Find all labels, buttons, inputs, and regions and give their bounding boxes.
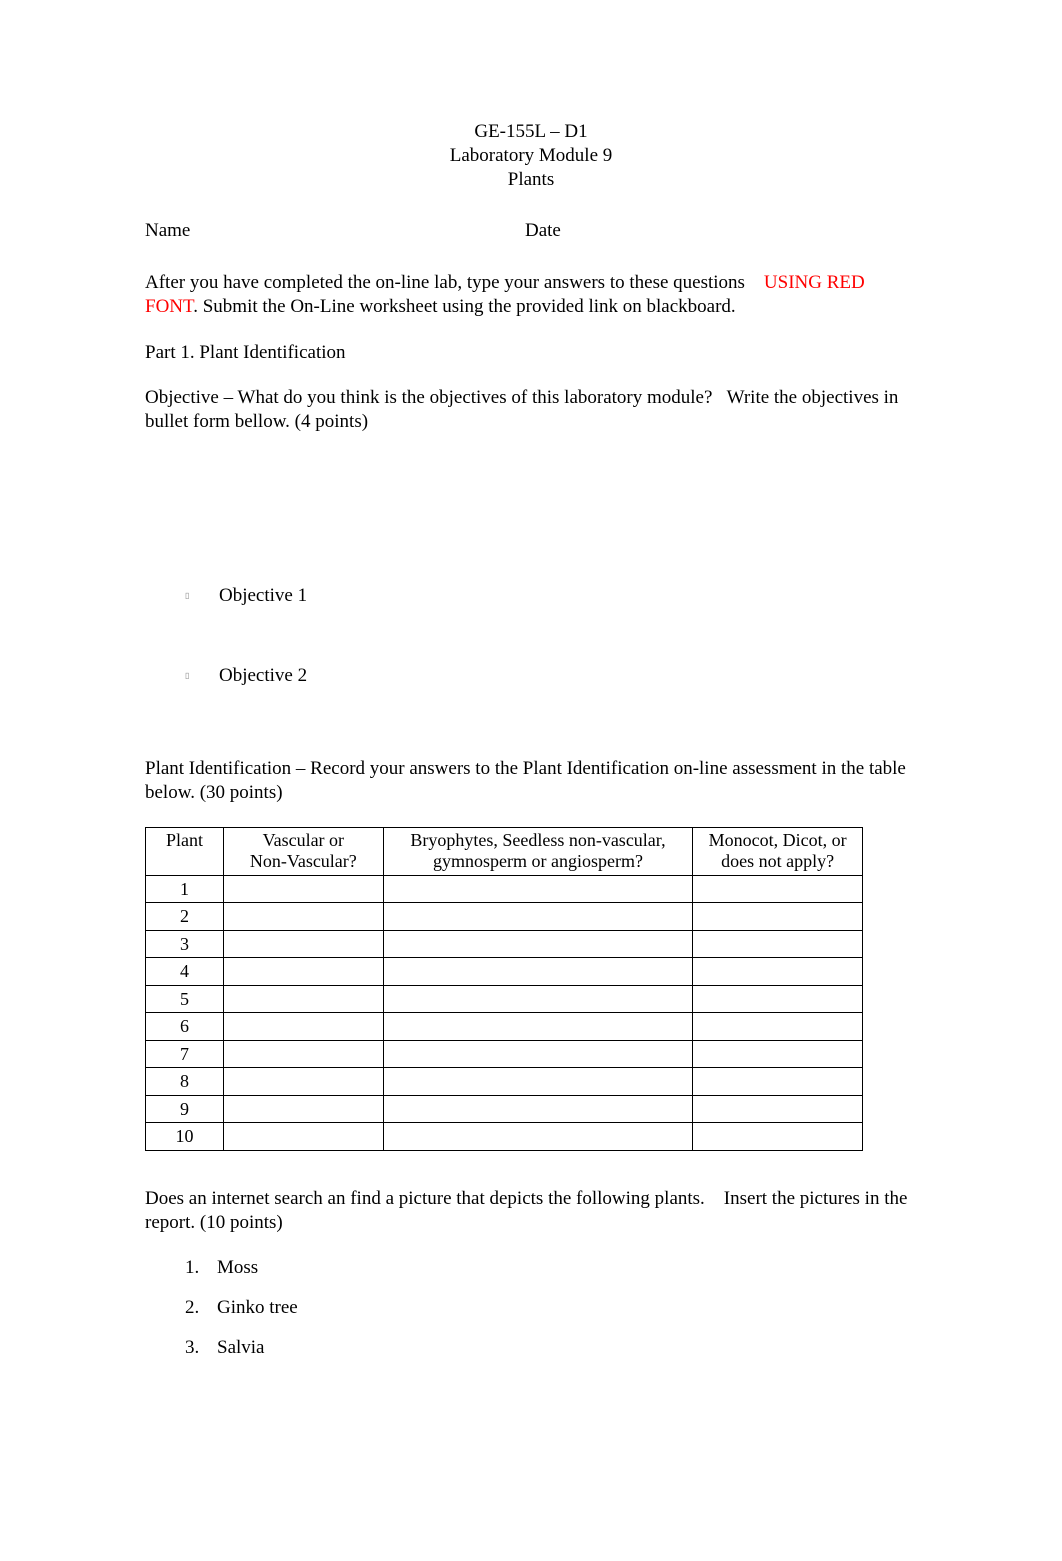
- list-name: Moss: [217, 1256, 258, 1280]
- plant-id-table-wrap: Plant Vascular or Non-Vascular? Bryophyt…: [145, 827, 917, 1151]
- list-num: 1.: [185, 1256, 217, 1280]
- document-header: GE-155L – D1 Laboratory Module 9 Plants: [145, 120, 917, 191]
- bullet-icon: ▯: [185, 591, 195, 601]
- cell-vascular: [223, 903, 383, 931]
- table-row: 4: [146, 958, 863, 986]
- cell-plant-num: 4: [146, 958, 224, 986]
- cell-bryophytes: [383, 1013, 692, 1041]
- cell-bryophytes: [383, 1123, 692, 1151]
- cell-monocot: [693, 875, 863, 903]
- cell-bryophytes: [383, 1068, 692, 1096]
- plant-id-table: Plant Vascular or Non-Vascular? Bryophyt…: [145, 827, 863, 1151]
- plant-list: 1. Moss 2. Ginko tree 3. Salvia: [185, 1256, 917, 1359]
- table-row: 6: [146, 1013, 863, 1041]
- bullet-objective-2: ▯ Objective 2: [185, 664, 917, 688]
- table-row: 8: [146, 1068, 863, 1096]
- table-row: 7: [146, 1040, 863, 1068]
- plant-id-paragraph: Plant Identification – Record your answe…: [145, 757, 917, 805]
- th-vascular-l1: Vascular or: [228, 830, 379, 852]
- cell-vascular: [223, 1068, 383, 1096]
- objectives-block: ▯ Objective 1 ▯ Objective 2: [145, 584, 917, 688]
- table-row: 3: [146, 930, 863, 958]
- table-body: 12345678910: [146, 875, 863, 1150]
- name-date-row: Name Date: [145, 219, 917, 243]
- table-row: 10: [146, 1123, 863, 1151]
- cell-bryophytes: [383, 903, 692, 931]
- cell-monocot: [693, 1095, 863, 1123]
- cell-vascular: [223, 1123, 383, 1151]
- cell-plant-num: 9: [146, 1095, 224, 1123]
- bullet-text: Objective 1: [219, 584, 307, 608]
- cell-monocot: [693, 985, 863, 1013]
- cell-vascular: [223, 875, 383, 903]
- cell-vascular: [223, 1013, 383, 1041]
- cell-plant-num: 2: [146, 903, 224, 931]
- th-vascular: Vascular or Non-Vascular?: [223, 827, 383, 875]
- cell-monocot: [693, 930, 863, 958]
- cell-bryophytes: [383, 1095, 692, 1123]
- table-row: 1: [146, 875, 863, 903]
- cell-plant-num: 3: [146, 930, 224, 958]
- date-label: Date: [525, 219, 561, 243]
- header-topic: Plants: [145, 168, 917, 192]
- cell-bryophytes: [383, 875, 692, 903]
- th-bryophytes: Bryophytes, Seedless non-vascular, gymno…: [383, 827, 692, 875]
- header-course: GE-155L – D1: [145, 120, 917, 144]
- th-plant: Plant: [146, 827, 224, 875]
- table-row: 9: [146, 1095, 863, 1123]
- name-label: Name: [145, 219, 525, 243]
- cell-vascular: [223, 930, 383, 958]
- cell-monocot: [693, 903, 863, 931]
- list-item: 1. Moss: [185, 1256, 917, 1280]
- list-name: Ginko tree: [217, 1296, 298, 1320]
- intro-paragraph: After you have completed the on-line lab…: [145, 271, 917, 319]
- cell-plant-num: 10: [146, 1123, 224, 1151]
- bullet-icon: ▯: [185, 671, 195, 681]
- cell-plant-num: 7: [146, 1040, 224, 1068]
- objective-paragraph: Objective – What do you think is the obj…: [145, 386, 917, 434]
- cell-vascular: [223, 1040, 383, 1068]
- part1-heading: Part 1. Plant Identification: [145, 341, 917, 365]
- table-row: 5: [146, 985, 863, 1013]
- search-paragraph: Does an internet search an find a pictur…: [145, 1187, 917, 1235]
- table-header-row: Plant Vascular or Non-Vascular? Bryophyt…: [146, 827, 863, 875]
- th-bryo-l1: Bryophytes, Seedless non-vascular,: [388, 830, 688, 852]
- th-bryo-l2: gymnosperm or angiosperm?: [388, 851, 688, 873]
- cell-vascular: [223, 985, 383, 1013]
- intro-pre: After you have completed the on-line lab…: [145, 272, 764, 293]
- cell-bryophytes: [383, 985, 692, 1013]
- cell-plant-num: 1: [146, 875, 224, 903]
- th-mono-l2: does not apply?: [697, 851, 858, 873]
- cell-bryophytes: [383, 930, 692, 958]
- list-name: Salvia: [217, 1336, 265, 1360]
- cell-monocot: [693, 1123, 863, 1151]
- table-row: 2: [146, 903, 863, 931]
- th-vascular-l2: Non-Vascular?: [228, 851, 379, 873]
- header-module: Laboratory Module 9: [145, 144, 917, 168]
- cell-monocot: [693, 1040, 863, 1068]
- cell-vascular: [223, 1095, 383, 1123]
- th-mono-l1: Monocot, Dicot, or: [697, 830, 858, 852]
- cell-bryophytes: [383, 1040, 692, 1068]
- th-monocot: Monocot, Dicot, or does not apply?: [693, 827, 863, 875]
- bullet-objective-1: ▯ Objective 1: [185, 584, 917, 608]
- list-num: 3.: [185, 1336, 217, 1360]
- intro-post: . Submit the On-Line worksheet using the…: [193, 296, 735, 317]
- bullet-text: Objective 2: [219, 664, 307, 688]
- list-num: 2.: [185, 1296, 217, 1320]
- cell-monocot: [693, 1013, 863, 1041]
- list-item: 3. Salvia: [185, 1336, 917, 1360]
- cell-monocot: [693, 1068, 863, 1096]
- cell-plant-num: 5: [146, 985, 224, 1013]
- cell-plant-num: 8: [146, 1068, 224, 1096]
- cell-vascular: [223, 958, 383, 986]
- cell-plant-num: 6: [146, 1013, 224, 1041]
- cell-bryophytes: [383, 958, 692, 986]
- cell-monocot: [693, 958, 863, 986]
- list-item: 2. Ginko tree: [185, 1296, 917, 1320]
